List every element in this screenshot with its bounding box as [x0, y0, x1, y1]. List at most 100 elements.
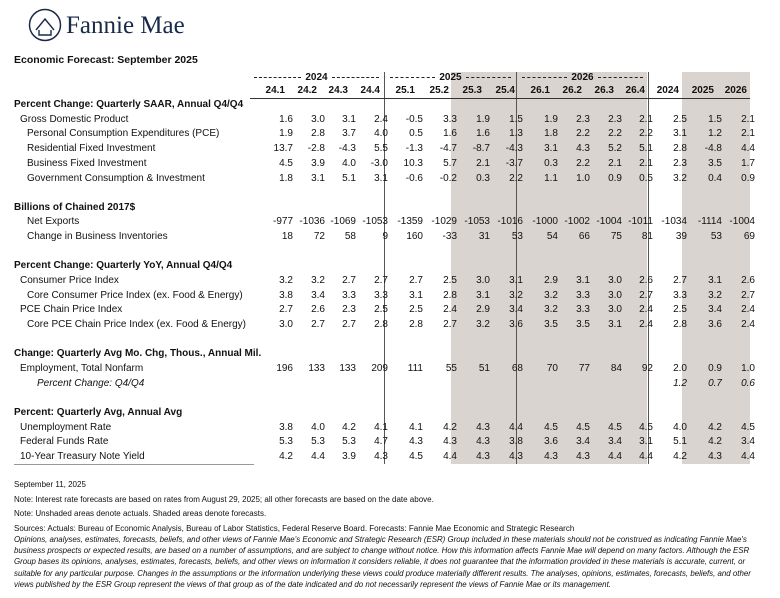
value: -3.0 — [370, 157, 388, 169]
value: 39 — [675, 231, 687, 243]
value: 2.7 — [673, 275, 687, 286]
value: -0.6 — [405, 172, 423, 184]
value: 3.0 — [608, 275, 622, 286]
row-label: Gross Domestic Product — [20, 113, 129, 125]
value: 0.4 — [708, 172, 722, 184]
value: 10.3 — [403, 157, 423, 169]
value: 1.6 — [476, 128, 490, 140]
row-label: Personal Consumption Expenditures (PCE) — [27, 128, 220, 140]
value: -1016 — [497, 216, 523, 228]
value: 3.0 — [608, 304, 622, 316]
value: 0.9 — [608, 172, 622, 184]
value: 5.3 — [342, 436, 356, 448]
value: 2.4 — [741, 319, 755, 331]
value: 2.1 — [639, 113, 653, 125]
value: 1.1 — [544, 172, 558, 184]
logo-text: Fannie Mae — [66, 12, 185, 39]
value: 4.5 — [409, 451, 423, 462]
value: 4.3 — [476, 421, 490, 433]
value: 5.3 — [279, 436, 293, 448]
column-header: 24.2 — [297, 85, 317, 96]
row-label: Unemployment Rate — [20, 421, 112, 433]
year-label: 2024 — [305, 72, 328, 83]
value: 3.2 — [544, 289, 558, 301]
value: 2.8 — [374, 319, 388, 331]
value: 1.5 — [509, 113, 523, 125]
value: 3.1 — [409, 289, 423, 301]
value: 0.9 — [708, 363, 722, 374]
value: 4.3 — [576, 451, 590, 462]
value: 68 — [511, 363, 523, 374]
value: 2.9 — [476, 304, 490, 316]
value: 5.3 — [311, 436, 325, 448]
value: 4.4 — [311, 451, 325, 462]
value: 92 — [641, 363, 653, 374]
value: 0.3 — [476, 172, 490, 184]
value: 72 — [313, 231, 325, 243]
value: 3.1 — [342, 113, 356, 125]
column-header: 24.3 — [328, 85, 348, 96]
row-label: Percent Change: Q4/Q4 — [37, 377, 145, 389]
value: 4.3 — [476, 451, 490, 462]
column-header: 25.3 — [462, 85, 482, 96]
value: 1.5 — [708, 113, 722, 125]
value: 1.8 — [279, 172, 293, 184]
column-header: 25.2 — [429, 85, 449, 96]
value: 4.1 — [374, 421, 388, 433]
value: 3.1 — [311, 172, 325, 184]
value: 4.4 — [608, 451, 622, 462]
value: 2.1 — [741, 113, 755, 125]
logo-icon — [28, 8, 62, 42]
value: 66 — [578, 231, 590, 243]
value: 4.2 — [342, 421, 356, 433]
value: 2.1 — [476, 157, 490, 169]
value: 4.3 — [576, 143, 590, 155]
section-title: Percent Change: Quarterly YoY, Annual Q4… — [14, 260, 233, 272]
value: 0.9 — [741, 172, 755, 184]
value: 209 — [371, 363, 388, 374]
value: -1069 — [330, 216, 356, 228]
value: 4.2 — [673, 451, 687, 462]
value: 3.6 — [509, 319, 523, 331]
value: 2.7 — [374, 275, 388, 286]
header-rule — [250, 98, 750, 99]
value: -3.7 — [505, 157, 523, 169]
value: 2.7 — [311, 319, 325, 331]
value: 69 — [743, 231, 755, 243]
value: 2.8 — [311, 128, 325, 140]
value: 5.2 — [608, 143, 622, 155]
row-label: Residential Fixed Investment — [27, 143, 156, 155]
value: 2.2 — [576, 128, 590, 140]
value: 4.3 — [443, 436, 457, 448]
value: -0.2 — [439, 172, 457, 184]
value: 3.0 — [476, 275, 490, 286]
column-header: 25.1 — [395, 85, 415, 96]
value: 3.1 — [476, 289, 490, 301]
value: 81 — [641, 231, 653, 243]
value: 1.9 — [544, 113, 558, 125]
value: 3.0 — [279, 319, 293, 331]
column-header: 2026 — [724, 85, 747, 96]
section-title: Billions of Chained 2017$ — [14, 201, 136, 213]
value: 2.2 — [608, 128, 622, 140]
row-label: Business Fixed Investment — [27, 157, 147, 169]
value: 3.2 — [708, 289, 722, 301]
value: 4.4 — [741, 143, 755, 155]
year-label: 2026 — [571, 72, 594, 83]
value: 1.8 — [544, 128, 558, 140]
value: 3.4 — [311, 289, 325, 301]
row-label: Federal Funds Rate — [20, 436, 109, 448]
value: -4.8 — [704, 143, 722, 155]
value: 53 — [511, 231, 523, 243]
value: 9 — [382, 231, 388, 243]
value: 4.3 — [374, 451, 388, 462]
value: 4.3 — [544, 451, 558, 462]
value: 2.5 — [673, 113, 687, 125]
value: 2.4 — [639, 319, 653, 331]
value: 2.6 — [639, 275, 653, 286]
value: 2.3 — [576, 113, 590, 125]
section-title: Percent Change: Quarterly SAAR, Annual Q… — [14, 99, 244, 110]
value: 5.5 — [374, 143, 388, 155]
value: 196 — [276, 363, 293, 374]
value: 2.8 — [673, 319, 687, 331]
